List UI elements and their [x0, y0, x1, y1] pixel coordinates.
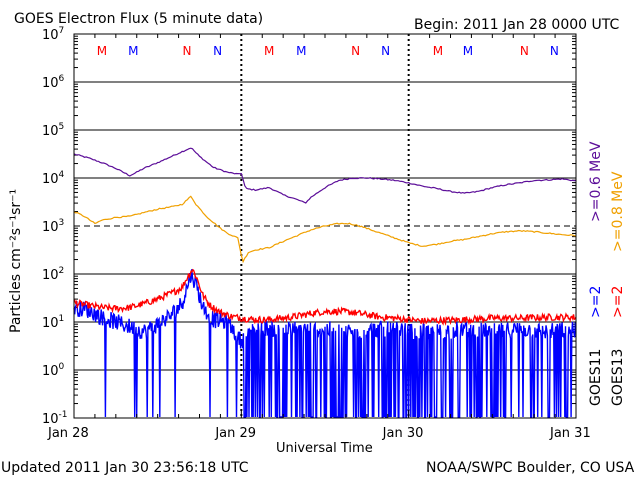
y-tick-base: 10 [42, 364, 59, 379]
y-tick-base: 10 [42, 172, 59, 187]
y-tick-base: 10 [42, 412, 59, 427]
y-tick-exponent: 4 [58, 170, 65, 180]
x-axis-ticks [73, 34, 577, 418]
credit-text: NOAA/SWPC Boulder, CO USA [426, 460, 635, 476]
y-tick-label: 101 [42, 314, 65, 333]
series-layer [73, 147, 577, 418]
y-tick-base: 10 [42, 316, 59, 331]
x-tick-label: Jan 29 [215, 426, 257, 441]
legend-label: >=0.8 MeV [610, 171, 626, 252]
updated-timestamp: Updated 2011 Jan 30 23:56:18 UTC [1, 460, 249, 476]
y-tick-label: 104 [42, 170, 65, 189]
y-tick-base: 10 [42, 28, 59, 43]
y-tick-exponent: 5 [58, 122, 65, 132]
y-axis-title: Particles cm⁻²s⁻¹sr⁻¹ [8, 188, 24, 333]
begin-time: Begin: 2011 Jan 28 0000 UTC [414, 17, 620, 33]
y-tick-base: 10 [42, 76, 59, 91]
mn-marker: N [213, 44, 222, 58]
y-tick-label: 107 [42, 26, 65, 45]
y-tick-exponent: 6 [58, 74, 65, 84]
mn-marker: M [433, 44, 443, 58]
y-tick-exponent: 7 [58, 26, 65, 36]
y-tick-label: 105 [42, 122, 65, 141]
mn-marker: M [97, 44, 107, 58]
mn-marker: M [264, 44, 274, 58]
mn-marker: N [550, 44, 559, 58]
legend-label: GOES13 [610, 348, 626, 406]
x-tick-label: Jan 28 [48, 426, 89, 441]
y-tick-label: 106 [42, 74, 65, 93]
legend-label: >=0.6 MeV [588, 141, 604, 222]
x-tick-label: Jan 30 [382, 426, 424, 441]
series-line-0 [73, 147, 577, 204]
series-line-2 [73, 268, 577, 326]
y-tick-base: 10 [42, 268, 59, 283]
mn-marker: M [463, 44, 473, 58]
y-tick-exponent: -1 [58, 410, 68, 420]
x-tick-label: Jan 31 [550, 426, 591, 441]
legend-label: >=2 [610, 285, 626, 318]
mn-marker: N [351, 44, 360, 58]
legend-label: >=2 [588, 285, 604, 318]
chart-title: GOES Electron Flux (5 minute data) [14, 11, 264, 27]
series-line-1 [73, 195, 577, 264]
y-tick-label: 102 [42, 266, 65, 285]
y-tick-exponent: 2 [58, 266, 65, 276]
y-tick-label: 100 [42, 362, 65, 381]
legend-label: GOES11 [588, 348, 604, 406]
mn-marker: M [296, 44, 306, 58]
mn-marker: N [381, 44, 390, 58]
x-axis-title: Universal Time [276, 441, 373, 456]
mn-marker: M [128, 44, 138, 58]
y-tick-exponent: 0 [58, 362, 65, 372]
series-line-3 [73, 269, 576, 418]
mn-marker: N [182, 44, 191, 58]
y-tick-label: 103 [42, 218, 65, 237]
y-tick-base: 10 [42, 124, 59, 139]
y-tick-exponent: 1 [58, 314, 65, 324]
y-tick-exponent: 3 [58, 218, 65, 228]
mn-marker: N [520, 44, 529, 58]
y-tick-label: 10-1 [42, 410, 68, 429]
y-tick-base: 10 [42, 220, 59, 235]
